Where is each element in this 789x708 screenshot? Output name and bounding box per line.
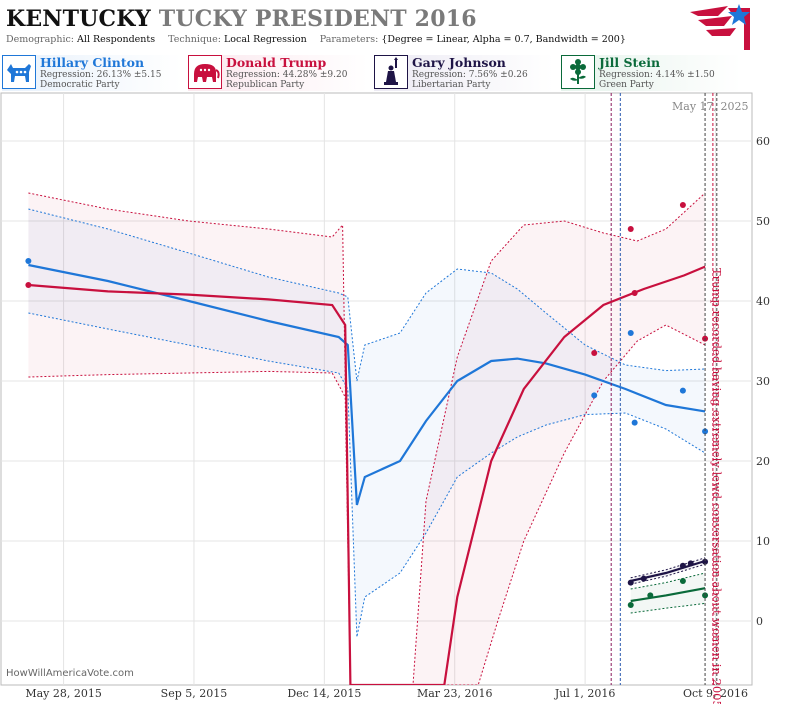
- technique-value: Local Regression: [224, 34, 307, 45]
- legend-clinton[interactable]: Hillary Clinton Regression: 26.13% ±5.15…: [2, 55, 182, 91]
- legend-stein-regression: Regression: 4.14% ±1.50: [599, 70, 715, 80]
- hillary-clinton-poll-point: [591, 392, 598, 399]
- parameters-line: Demographic: All Respondents Technique: …: [6, 34, 636, 45]
- legend-johnson-icon-box: [374, 55, 408, 89]
- gary-johnson-poll-point: [702, 558, 709, 565]
- gary-johnson-poll-point: [627, 579, 634, 586]
- legend-stein-name: Jill Stein: [599, 55, 661, 70]
- elephant-icon: [194, 64, 220, 82]
- date-stamp: May 17, 2025: [672, 100, 749, 113]
- y-tick-label: 20: [756, 455, 770, 468]
- y-tick-label: 0: [756, 615, 763, 628]
- hillary-clinton-upper-bound: [28, 208, 706, 382]
- legend-trump-icon-box: [188, 55, 222, 89]
- jill-stein-regression-line: [630, 587, 706, 603]
- parameters-value: {Degree = Linear, Alpha = 0.7, Bandwidth…: [381, 34, 626, 45]
- donald-trump-poll-point: [25, 282, 32, 288]
- jill-stein-poll-point: [679, 578, 686, 584]
- legend-stein[interactable]: Jill Stein Regression: 4.14% ±1.50 Green…: [561, 55, 741, 91]
- y-tick-label: 40: [756, 295, 770, 308]
- y-tick-label: 50: [756, 215, 770, 228]
- legend-trump[interactable]: Donald Trump Regression: 44.28% ±9.20 Re…: [188, 55, 368, 91]
- legend-trump-name: Donald Trump: [226, 55, 327, 70]
- legend-johnson-name: Gary Johnson: [412, 55, 506, 70]
- site-watermark[interactable]: HowWillAmericaVote.com: [6, 668, 134, 679]
- title-rest: TUCKY PRESIDENT 2016: [158, 6, 477, 32]
- gary-johnson-poll-point: [640, 575, 647, 582]
- hillary-clinton-poll-point: [25, 258, 32, 264]
- technique-label: Technique:: [168, 34, 221, 45]
- donald-trump-poll-point: [631, 290, 638, 296]
- title-state: KENTUCKY: [6, 6, 151, 32]
- legend-johnson-regression: Regression: 7.56% ±0.26: [412, 70, 528, 80]
- hillary-clinton-regression-line: [28, 263, 706, 506]
- legend-clinton-name: Hillary Clinton: [40, 55, 145, 70]
- hillary-clinton-poll-point: [679, 387, 686, 394]
- flower-icon: [570, 59, 586, 84]
- y-tick-label: 10: [756, 535, 770, 548]
- donald-trump-poll-point: [679, 202, 686, 208]
- legend-clinton-regression: Regression: 26.13% ±5.15: [40, 70, 162, 80]
- gary-johnson-lower-bound: [630, 563, 706, 585]
- donald-trump-poll-point: [591, 350, 598, 356]
- legend-clinton-icon-box: [2, 55, 36, 89]
- legend-stein-icon-box: [561, 55, 595, 89]
- legend-johnson[interactable]: Gary Johnson Regression: 7.56% ±0.26 Lib…: [374, 55, 554, 91]
- legend-johnson-party: Libertarian Party: [412, 80, 491, 90]
- legend-stein-party: Green Party: [599, 80, 654, 90]
- statue-of-liberty-icon: [384, 57, 398, 85]
- chart-title: KENTUCKY TUCKY PRESIDENT 2016: [6, 6, 477, 32]
- x-tick-label: Jul 1, 2016: [554, 687, 616, 700]
- jill-stein-poll-point: [627, 602, 634, 608]
- y-tick-label: 60: [756, 135, 770, 148]
- jill-stein-band: [630, 573, 706, 613]
- site-logo-icon[interactable]: [688, 2, 750, 50]
- plot-series-group: [25, 192, 709, 685]
- donald-trump-regression-line: [28, 265, 706, 685]
- event-annotation: Trump recorded having extremely lewd con…: [710, 268, 724, 704]
- donald-trump-poll-point: [627, 226, 634, 232]
- x-tick-label: May 28, 2015: [25, 687, 102, 700]
- legend-trump-party: Republican Party: [226, 80, 305, 90]
- x-tick-label: Mar 23, 2016: [417, 687, 493, 700]
- donald-trump-upper-bound: [28, 192, 706, 685]
- legend-trump-regression: Regression: 44.28% ±9.20: [226, 70, 348, 80]
- donkey-icon: [7, 64, 31, 82]
- legend-clinton-party: Democratic Party: [40, 80, 120, 90]
- x-tick-label: Dec 14, 2015: [287, 687, 361, 700]
- y-tick-label: 30: [756, 375, 770, 388]
- hillary-clinton-lower-bound: [28, 312, 706, 638]
- jill-stein-poll-point: [647, 592, 654, 599]
- jill-stein-lower-bound: [630, 602, 706, 614]
- gary-johnson-poll-point: [687, 560, 694, 567]
- donald-trump-band: [28, 193, 706, 685]
- hillary-clinton-poll-point: [702, 428, 709, 435]
- parameters-label: Parameters:: [319, 34, 379, 45]
- hillary-clinton-poll-point: [631, 419, 638, 426]
- hillary-clinton-poll-point: [627, 330, 634, 336]
- gary-johnson-poll-point: [679, 562, 686, 569]
- gary-johnson-upper-bound: [630, 557, 706, 579]
- hillary-clinton-band: [28, 209, 706, 637]
- x-tick-label: Oct 9, 2016: [683, 687, 748, 700]
- demographic-label: Demographic:: [6, 34, 75, 45]
- demographic-value: All Respondents: [77, 34, 156, 45]
- x-tick-label: Sep 5, 2015: [161, 687, 228, 700]
